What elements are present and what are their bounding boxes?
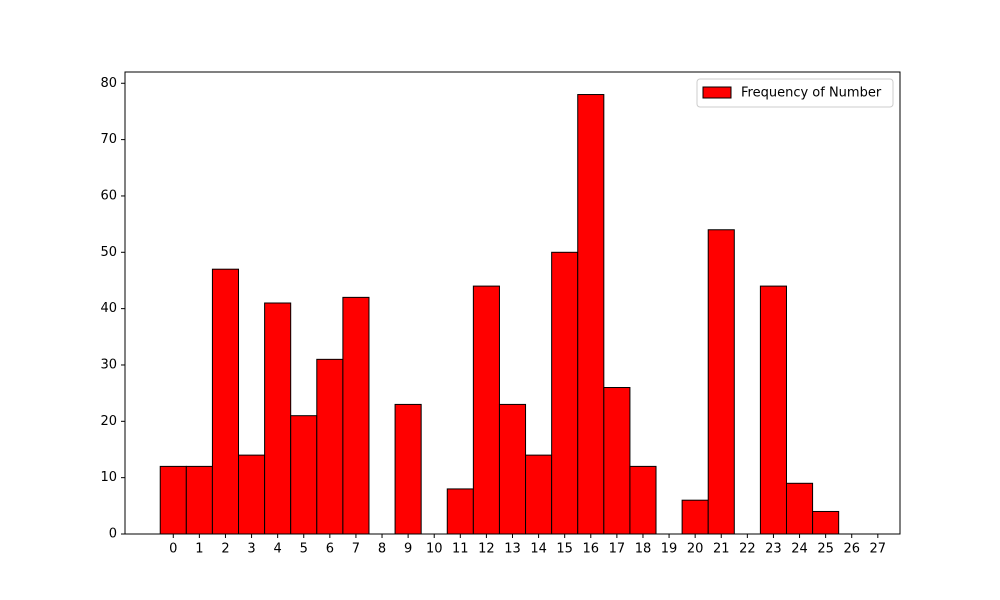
- bar: [472, 285, 500, 535]
- x-tick-label: 17: [609, 542, 626, 557]
- y-tick-label: 50: [100, 245, 117, 260]
- bar: [525, 454, 553, 535]
- x-tick-label: 1: [195, 542, 203, 557]
- y-tick-label: 60: [100, 188, 117, 203]
- bar: [394, 403, 422, 535]
- y-tick-label: 20: [100, 414, 117, 429]
- legend-swatch: [702, 86, 732, 99]
- bar: [681, 499, 709, 535]
- x-tick-label: 13: [504, 542, 521, 557]
- x-tick-label: 24: [791, 542, 808, 557]
- bar: [603, 387, 631, 535]
- bar: [185, 465, 213, 535]
- bar: [785, 482, 814, 535]
- x-tick-label: 11: [452, 542, 469, 557]
- y-tick-label: 0: [109, 527, 117, 542]
- x-tick-label: 6: [326, 542, 334, 557]
- x-tick-label: 9: [404, 542, 412, 557]
- x-tick-label: 25: [817, 542, 834, 557]
- bar: [342, 296, 370, 535]
- x-tick-label: 20: [687, 542, 704, 557]
- x-tick-label: 26: [843, 542, 860, 557]
- bar: [446, 488, 474, 535]
- bar: [707, 229, 735, 535]
- x-tick-label: 14: [530, 542, 547, 557]
- x-tick-label: 0: [169, 542, 177, 557]
- bar: [211, 268, 240, 535]
- bar: [264, 302, 292, 535]
- x-tick-label: 19: [661, 542, 678, 557]
- y-tick-label: 40: [100, 301, 117, 316]
- x-tick-label: 16: [583, 542, 600, 557]
- x-tick-label: 22: [739, 542, 756, 557]
- bar: [629, 465, 657, 535]
- x-tick-label: 23: [765, 542, 782, 557]
- y-tick-label: 80: [100, 76, 117, 91]
- x-tick-label: 8: [378, 542, 386, 557]
- x-tick-label: 10: [426, 542, 443, 557]
- legend-label: Frequency of Number: [741, 86, 882, 101]
- bar: [290, 415, 318, 535]
- y-tick-label: 70: [100, 132, 117, 147]
- bar: [551, 251, 579, 535]
- bar: [577, 94, 605, 535]
- bar: [238, 454, 266, 535]
- y-tick-label: 10: [100, 470, 117, 485]
- x-tick-label: 4: [274, 542, 282, 557]
- x-tick-label: 12: [478, 542, 495, 557]
- x-tick-label: 2: [221, 542, 229, 557]
- bar: [159, 465, 187, 535]
- x-tick-label: 15: [556, 542, 573, 557]
- y-tick-label: 30: [100, 357, 117, 372]
- x-tick-label: 18: [635, 542, 652, 557]
- x-tick-label: 21: [713, 542, 730, 557]
- legend-box: [696, 78, 894, 108]
- bar: [498, 403, 527, 535]
- bar: [759, 285, 787, 535]
- bar: [812, 510, 840, 535]
- x-tick-label: 3: [247, 542, 255, 557]
- x-tick-label: 27: [870, 542, 887, 557]
- x-tick-label: 5: [300, 542, 308, 557]
- bar: [316, 358, 344, 535]
- x-tick-label: 7: [352, 542, 360, 557]
